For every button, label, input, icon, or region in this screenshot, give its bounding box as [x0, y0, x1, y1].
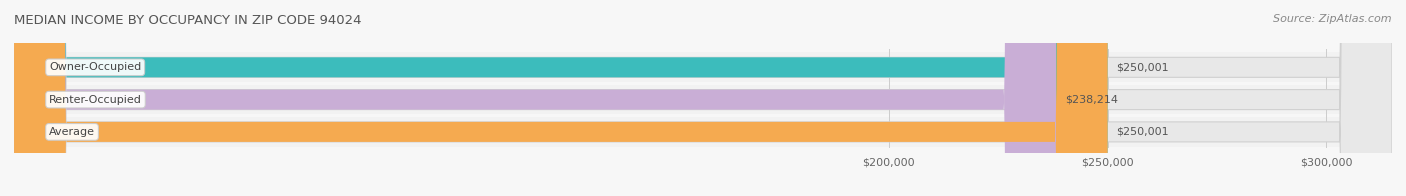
Text: Source: ZipAtlas.com: Source: ZipAtlas.com	[1274, 14, 1392, 24]
FancyBboxPatch shape	[14, 0, 1392, 196]
FancyBboxPatch shape	[14, 0, 1392, 196]
Bar	[14, 117, 1392, 147]
FancyBboxPatch shape	[14, 0, 1108, 196]
Text: Owner-Occupied: Owner-Occupied	[49, 62, 142, 72]
Bar	[14, 53, 1392, 82]
Bar	[14, 85, 1392, 114]
Text: Renter-Occupied: Renter-Occupied	[49, 95, 142, 105]
FancyBboxPatch shape	[14, 0, 1108, 196]
Text: MEDIAN INCOME BY OCCUPANCY IN ZIP CODE 94024: MEDIAN INCOME BY OCCUPANCY IN ZIP CODE 9…	[14, 14, 361, 27]
Text: $250,001: $250,001	[1116, 127, 1168, 137]
Text: Average: Average	[49, 127, 96, 137]
FancyBboxPatch shape	[14, 0, 1056, 196]
Text: $250,001: $250,001	[1116, 62, 1168, 72]
Text: $238,214: $238,214	[1064, 95, 1118, 105]
FancyBboxPatch shape	[14, 0, 1392, 196]
